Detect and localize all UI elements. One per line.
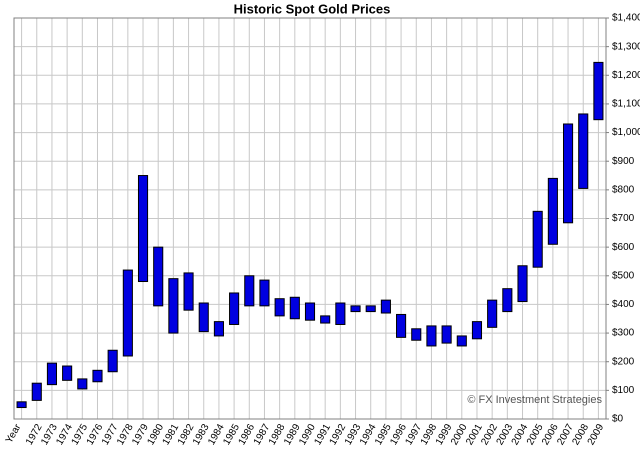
range-bar bbox=[31, 382, 42, 401]
range-bar bbox=[289, 296, 300, 320]
range-bar bbox=[517, 265, 528, 303]
range-bar bbox=[471, 321, 483, 340]
range-bar bbox=[532, 210, 543, 268]
range-bar bbox=[274, 298, 285, 317]
range-bar bbox=[168, 278, 179, 334]
range-bar bbox=[335, 302, 346, 325]
y-tick-label: $100 bbox=[612, 385, 635, 396]
range-bar bbox=[46, 362, 58, 386]
y-tick-label: $300 bbox=[612, 328, 635, 339]
range-bar bbox=[365, 305, 376, 313]
range-bar bbox=[487, 299, 498, 328]
range-bar bbox=[320, 315, 331, 324]
range-bar bbox=[350, 305, 361, 313]
y-tick-label: $700 bbox=[612, 213, 635, 224]
y-tick-label: $0 bbox=[612, 414, 624, 425]
range-bar bbox=[77, 378, 88, 390]
range-bar bbox=[244, 275, 255, 307]
y-tick-label: $500 bbox=[612, 270, 635, 281]
range-bar bbox=[137, 175, 149, 283]
range-bar bbox=[593, 61, 604, 121]
range-bar bbox=[198, 302, 209, 333]
y-tick-label: $800 bbox=[612, 184, 635, 195]
y-tick-label: $1,400 bbox=[612, 13, 640, 24]
watermark: © FX Investment Strategies bbox=[467, 394, 602, 406]
range-bar bbox=[229, 292, 240, 325]
y-tick-label: $900 bbox=[612, 156, 635, 167]
range-bar bbox=[16, 401, 27, 409]
y-tick-label: $1,200 bbox=[612, 70, 640, 81]
range-bar bbox=[456, 335, 467, 347]
range-bar bbox=[213, 321, 224, 337]
range-bar bbox=[562, 123, 574, 224]
range-bar bbox=[502, 288, 513, 313]
range-bar bbox=[304, 302, 316, 321]
range-bar bbox=[441, 325, 452, 344]
y-tick-label: $1,300 bbox=[612, 41, 640, 52]
range-bar bbox=[153, 246, 164, 307]
range-bar bbox=[183, 272, 194, 311]
plot-frame bbox=[13, 17, 607, 420]
y-tick-label: $1,100 bbox=[612, 99, 640, 110]
range-bar bbox=[380, 299, 391, 314]
y-tick-label: $1,000 bbox=[612, 127, 640, 138]
range-bar bbox=[396, 313, 407, 338]
y-tick-label: $400 bbox=[612, 299, 635, 310]
range-bar bbox=[411, 328, 422, 341]
range-bar bbox=[426, 325, 437, 347]
range-bar bbox=[122, 269, 133, 357]
range-bar bbox=[62, 365, 73, 381]
chart-title: Historic Spot Gold Prices bbox=[234, 1, 391, 16]
range-bar bbox=[547, 177, 558, 245]
y-tick-label: $600 bbox=[612, 242, 635, 253]
range-bar bbox=[578, 113, 589, 189]
range-bar bbox=[259, 279, 270, 307]
range-bar bbox=[92, 369, 103, 383]
range-bar bbox=[107, 349, 118, 373]
y-tick-label: $200 bbox=[612, 356, 635, 367]
